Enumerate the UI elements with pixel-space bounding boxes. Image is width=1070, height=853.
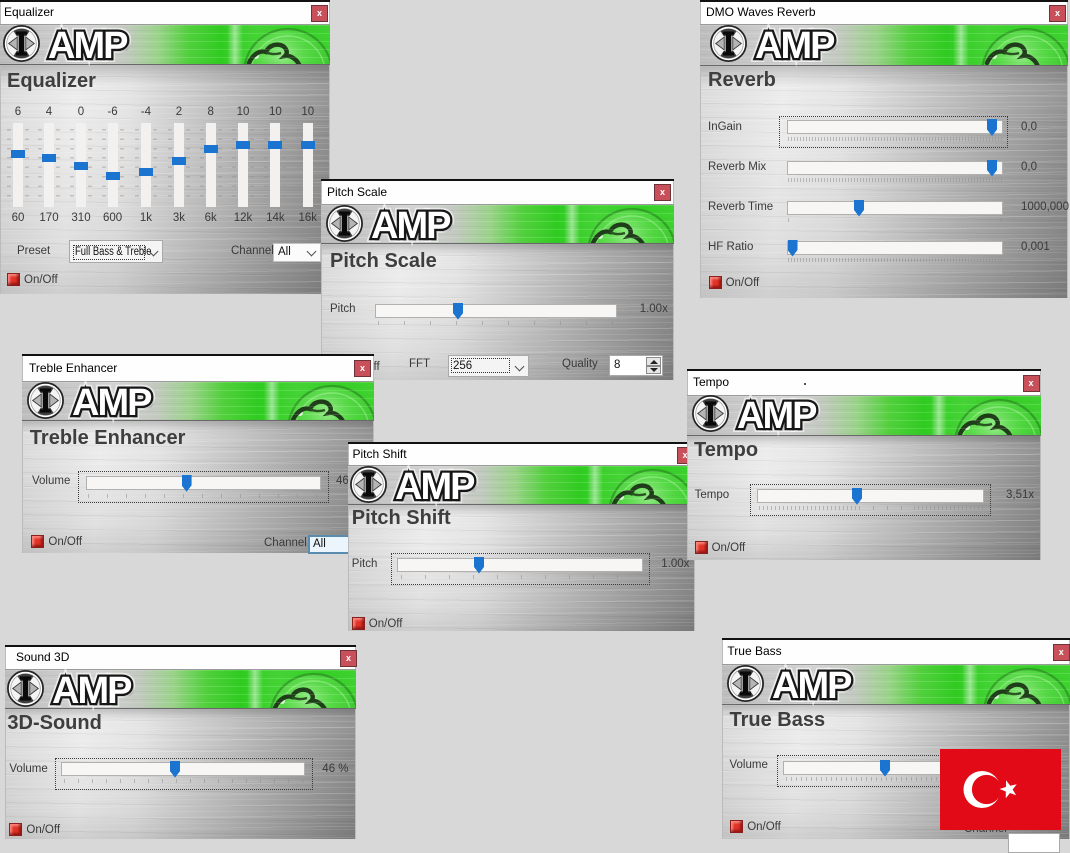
svg-text:AMP: AMP: [755, 25, 835, 67]
svg-text:AMP: AMP: [51, 28, 131, 70]
svg-text:AMP: AMP: [72, 382, 152, 424]
svg-text:AMP: AMP: [775, 668, 855, 710]
svg-text:AMP: AMP: [371, 205, 451, 247]
svg-text:AMP: AMP: [755, 25, 835, 67]
svg-text:AMP: AMP: [737, 395, 817, 437]
svg-text:AMP: AMP: [772, 665, 852, 707]
svg-text:AMP: AMP: [740, 398, 820, 440]
svg-text:AMP: AMP: [75, 385, 155, 427]
svg-text:AMP: AMP: [395, 466, 475, 508]
svg-text:AMP: AMP: [374, 208, 454, 250]
svg-text:AMP: AMP: [52, 670, 132, 712]
svg-text:AMP: AMP: [48, 25, 128, 67]
svg-text:AMP: AMP: [737, 395, 817, 437]
svg-text:AMP: AMP: [48, 25, 128, 67]
svg-text:AMP: AMP: [758, 28, 838, 70]
svg-text:AMP: AMP: [55, 673, 135, 715]
svg-text:AMP: AMP: [772, 665, 852, 707]
svg-text:AMP: AMP: [371, 205, 451, 247]
svg-text:AMP: AMP: [72, 382, 152, 424]
svg-text:AMP: AMP: [398, 469, 478, 511]
svg-text:AMP: AMP: [395, 466, 475, 508]
svg-text:AMP: AMP: [52, 670, 132, 712]
